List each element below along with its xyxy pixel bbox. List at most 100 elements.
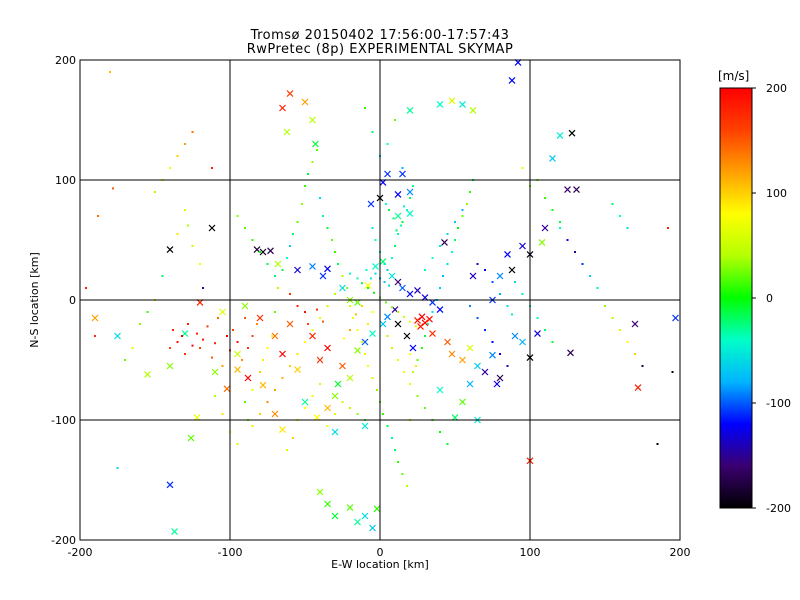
scatter-point-x xyxy=(234,350,241,358)
scatter-point-dot xyxy=(316,308,318,311)
scatter-point-dot xyxy=(469,305,471,307)
scatter-point-dot xyxy=(461,209,464,211)
scatter-point-x xyxy=(223,385,231,393)
scatter-point-x xyxy=(286,90,294,98)
colorbar-tick-label: 200 xyxy=(766,82,787,95)
scatter-point-dot xyxy=(251,389,254,391)
scatter-point-x xyxy=(459,398,466,406)
scatter-point-dot xyxy=(365,269,368,271)
scatter-point-dot xyxy=(311,329,314,331)
scatter-point-dot xyxy=(491,341,494,343)
scatter-point-dot xyxy=(251,239,254,241)
scatter-point-x xyxy=(241,302,249,310)
scatter-point-x xyxy=(384,313,391,321)
scatter-point-dot xyxy=(421,347,423,349)
scatter-point-dot xyxy=(94,335,96,337)
scatter-point-dot xyxy=(361,282,363,285)
scatter-point-dot xyxy=(274,389,276,391)
scatter-point-x xyxy=(549,154,556,162)
scatter-point-dot xyxy=(109,71,111,73)
scatter-point-dot xyxy=(337,263,339,265)
scatter-point-dot xyxy=(604,305,606,307)
scatter-point-dot xyxy=(506,365,509,367)
scatter-point-dot xyxy=(371,311,374,313)
scatter-point-dot xyxy=(349,305,351,307)
scatter-point-x xyxy=(166,481,174,489)
y-axis-ticks: -200 -100 0 100 200 xyxy=(51,54,76,547)
scatter-point-dot xyxy=(266,401,269,403)
scatter-point-x xyxy=(208,224,216,232)
scatter-point-dot xyxy=(311,395,314,397)
scatter-point-x xyxy=(294,266,301,274)
y-tick-label: 100 xyxy=(55,174,76,187)
scatter-point-x xyxy=(309,116,316,124)
scatter-point-x xyxy=(331,512,339,520)
scatter-point-dot xyxy=(124,359,126,361)
scatter-point-x xyxy=(372,262,379,270)
scatter-point-dot xyxy=(466,203,468,205)
scatter-point-x xyxy=(394,212,402,220)
scatter-point-x xyxy=(417,322,424,330)
scatter-point-x xyxy=(399,170,406,178)
scatter-point-dot xyxy=(232,329,234,331)
scatter-point-dot xyxy=(349,329,351,331)
scatter-point-dot xyxy=(611,203,614,205)
scatter-point-x xyxy=(394,278,402,286)
scatter-point-dot xyxy=(409,383,411,385)
scatter-point-dot xyxy=(484,269,486,271)
scatter-point-dot xyxy=(392,217,395,220)
scatter-point-dot xyxy=(412,185,414,187)
scatter-point-dot xyxy=(457,227,459,229)
scatter-point-dot xyxy=(139,323,141,325)
scatter-point-x xyxy=(508,76,516,84)
scatter-point-dot xyxy=(395,229,398,232)
scatter-point-dot xyxy=(403,371,405,373)
scatter-point-x xyxy=(429,330,436,338)
scatter-point-dot xyxy=(391,347,393,349)
scatter-point-dot xyxy=(397,461,399,463)
scatter-point-dot xyxy=(367,365,369,367)
scatter-point-dot xyxy=(412,371,414,373)
scatter-point-dot xyxy=(211,167,213,169)
scatter-point-dot xyxy=(559,221,561,223)
scatter-point-dot xyxy=(397,359,399,361)
scatter-point-dot xyxy=(326,305,329,307)
scatter-point-dot xyxy=(371,131,374,133)
scatter-point-x xyxy=(556,132,564,140)
scatter-point-dot xyxy=(199,263,201,265)
scatter-point-dot xyxy=(439,287,441,289)
scatter-point-dot xyxy=(85,287,87,289)
scatter-point-x xyxy=(496,272,504,280)
scatter-point-dot xyxy=(206,325,209,328)
scatter-point-x xyxy=(166,362,174,370)
scatter-point-dot xyxy=(307,173,309,175)
scatter-point-dot xyxy=(424,335,426,337)
scatter-point-x xyxy=(394,320,402,328)
scatter-point-x xyxy=(384,170,391,178)
scatter-point-dot xyxy=(415,325,417,328)
scatter-point-dot xyxy=(401,473,404,475)
scatter-point-dot xyxy=(211,356,213,359)
scatter-point-x xyxy=(91,314,99,322)
scatter-point-dot xyxy=(247,347,249,349)
scatter-point-dot xyxy=(292,437,294,439)
scatter-point-dot xyxy=(416,359,419,361)
scatter-point-dot xyxy=(416,395,419,397)
scatter-point-dot xyxy=(574,251,576,253)
scatter-point-dot xyxy=(361,305,363,307)
scatter-point-dot xyxy=(511,313,513,316)
scatter-point-dot xyxy=(326,227,329,229)
scatter-point-dot xyxy=(439,431,441,433)
scatter-point-dot xyxy=(383,281,386,283)
scatter-point-dot xyxy=(454,221,456,223)
scatter-point-x xyxy=(519,242,526,250)
scatter-point-dot xyxy=(262,359,264,361)
scatter-point-dot xyxy=(191,245,194,247)
scatter-point-x xyxy=(466,344,474,352)
scatter-point-dot xyxy=(187,224,189,227)
scatter-point-dot xyxy=(304,311,306,313)
scatter-point-dot xyxy=(316,149,318,151)
scatter-point-dot xyxy=(409,320,411,323)
scatter-point-dot xyxy=(581,263,584,265)
scatter-point-x xyxy=(166,246,174,254)
